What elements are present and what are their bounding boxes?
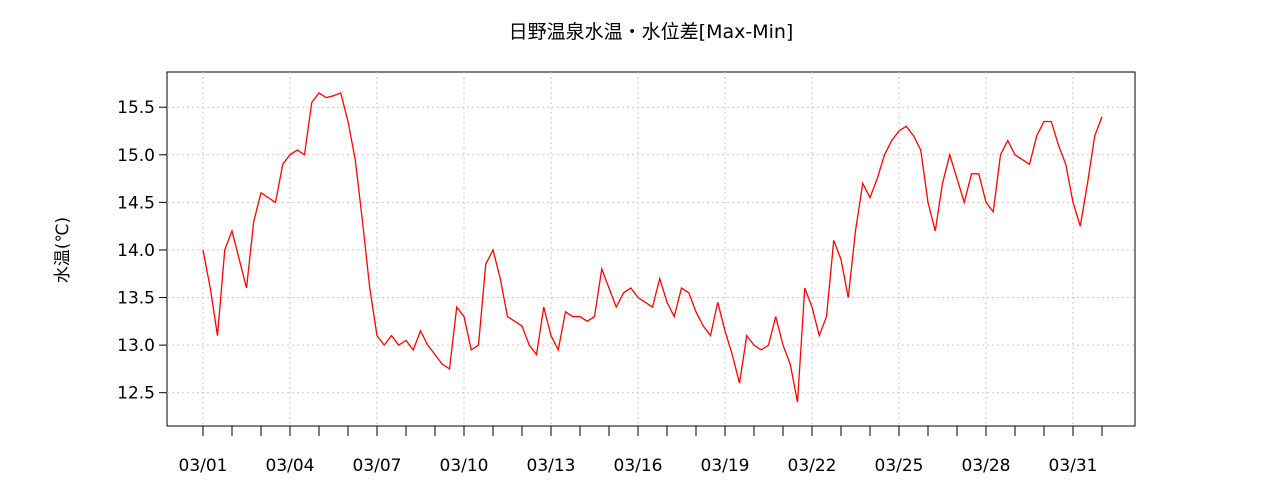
x-tick-label: 03/31 [1049, 456, 1098, 476]
data-line [202, 92, 1103, 403]
x-tick-label: 03/19 [701, 456, 750, 476]
x-tick-label: 03/07 [353, 456, 402, 476]
x-tick-label: 03/01 [179, 456, 228, 476]
y-tick-label: 13.0 [117, 336, 155, 356]
x-tick-label: 03/28 [962, 456, 1011, 476]
x-tick-label: 03/13 [527, 456, 576, 476]
x-tick-label: 03/25 [875, 456, 924, 476]
y-tick-label: 15.5 [117, 98, 155, 118]
y-axis-label: 水温(℃) [53, 217, 73, 283]
x-tick-label: 03/16 [614, 456, 663, 476]
x-tick-label: 03/10 [440, 456, 489, 476]
plot-frame [166, 71, 1136, 427]
y-tick-label: 13.5 [117, 289, 155, 309]
chart-title: 日野温泉水温・水位差[Max-Min] [509, 21, 794, 43]
x-tick-label: 03/22 [788, 456, 837, 476]
y-tick-label: 14.0 [117, 241, 155, 261]
y-tick-label: 14.5 [117, 193, 155, 213]
x-tick-label: 03/04 [266, 456, 315, 476]
y-tick-label: 15.0 [117, 146, 155, 166]
y-tick-label: 12.5 [117, 384, 155, 404]
